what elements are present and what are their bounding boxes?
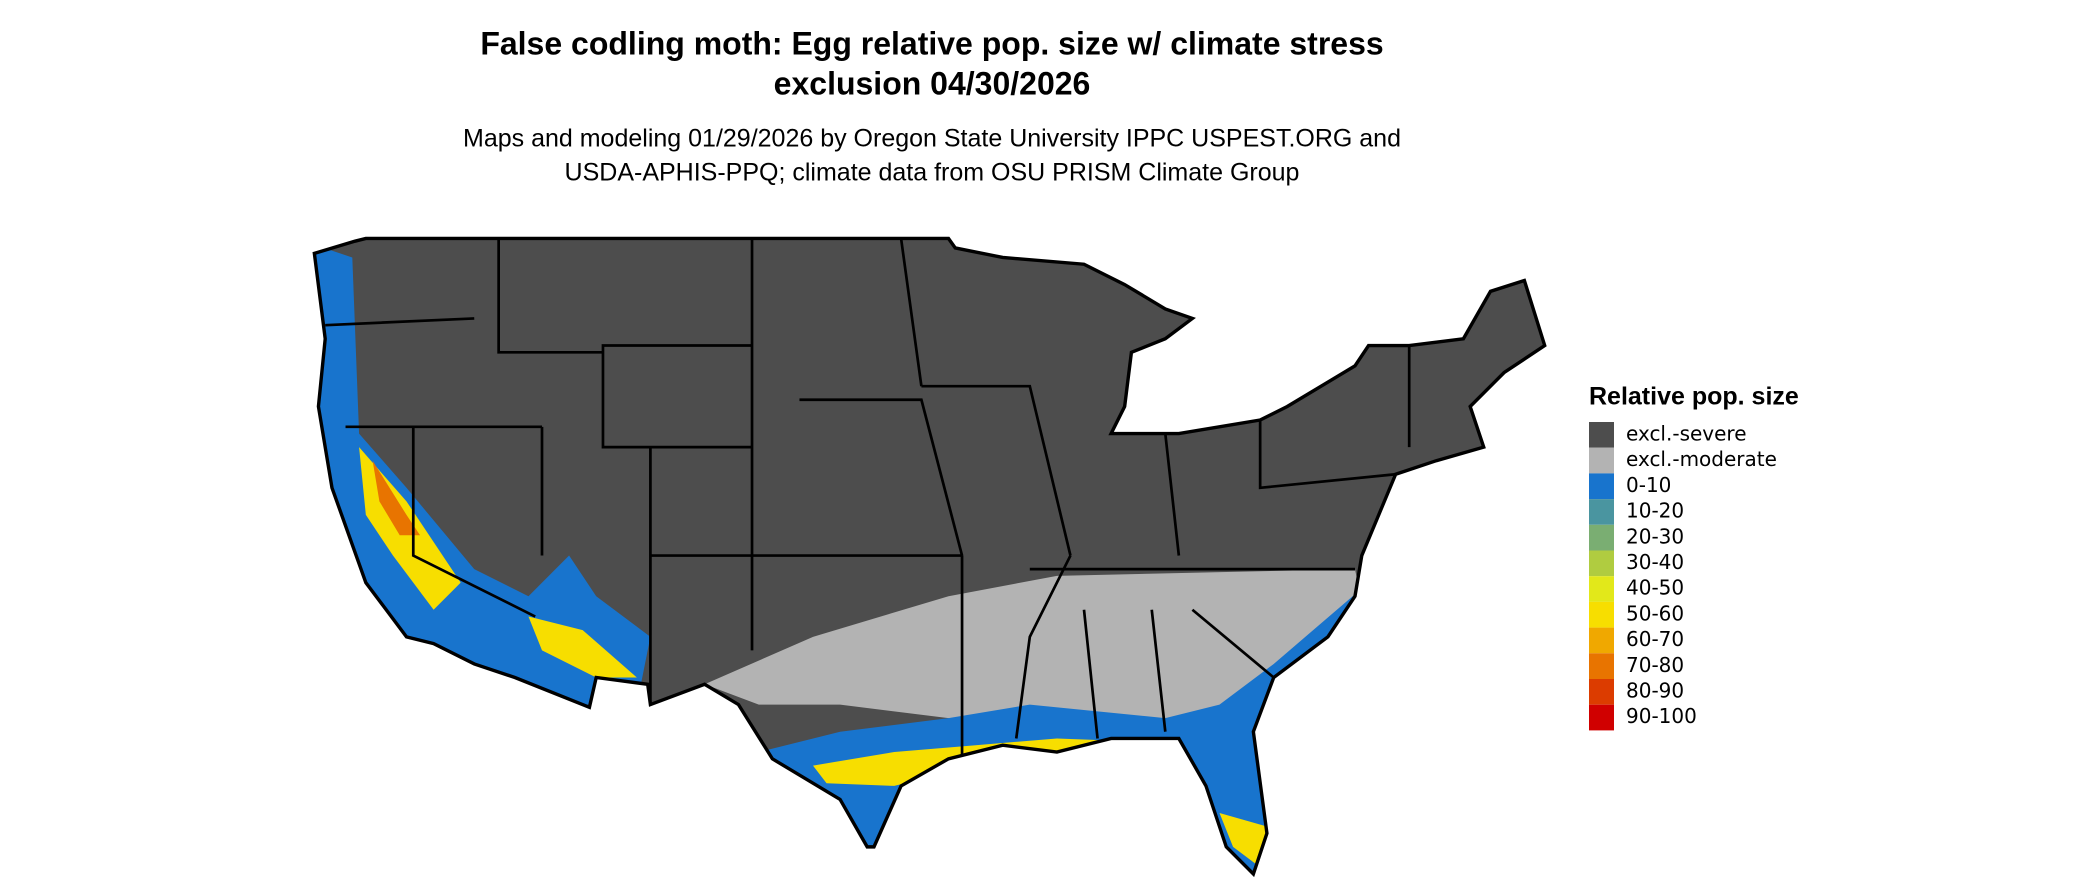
- legend-swatch: [1589, 550, 1614, 577]
- legend-label: 0-10: [1626, 473, 1671, 497]
- title-line: False codling moth: Egg relative pop. si…: [480, 25, 1383, 61]
- legend-label: 70-80: [1626, 653, 1684, 677]
- legend-swatch: [1589, 679, 1614, 705]
- legend-swatch: [1589, 653, 1614, 679]
- legend-swatch: [1589, 499, 1614, 525]
- legend-title: Relative pop. size: [1589, 383, 1799, 411]
- legend-label: 50-60: [1626, 601, 1684, 625]
- legend-label: 40-50: [1626, 576, 1684, 600]
- legend-label: 30-40: [1626, 550, 1684, 574]
- legend-swatch: [1589, 601, 1614, 628]
- legend-swatch: [1589, 576, 1614, 602]
- legend-label: excl.-severe: [1626, 422, 1747, 446]
- subtitle-line: Maps and modeling 01/29/2026 by Oregon S…: [463, 125, 1401, 153]
- legend-label: 90-100: [1626, 704, 1697, 728]
- legend-swatch: [1589, 627, 1614, 654]
- legend-swatch: [1589, 422, 1614, 448]
- legend-label: 10-20: [1626, 499, 1684, 523]
- legend-label: 80-90: [1626, 679, 1684, 703]
- legend-label: excl.-moderate: [1626, 447, 1777, 471]
- state-borders: [325, 238, 1411, 759]
- us-map: [312, 236, 1547, 876]
- subtitle-line: USDA-APHIS-PPQ; climate data from OSU PR…: [565, 159, 1300, 187]
- legend-label: 20-30: [1626, 524, 1684, 548]
- map-fill: [314, 238, 1545, 874]
- legend-swatch: [1589, 473, 1614, 500]
- title-line: exclusion 04/30/2026: [774, 65, 1091, 101]
- legend-label: 60-70: [1626, 627, 1684, 651]
- legend-swatch: [1589, 447, 1614, 474]
- legend: excl.-severeexcl.-moderate0-1010-2020-30…: [1589, 422, 1777, 731]
- legend-swatch: [1589, 524, 1614, 551]
- legend-swatch: [1589, 704, 1614, 731]
